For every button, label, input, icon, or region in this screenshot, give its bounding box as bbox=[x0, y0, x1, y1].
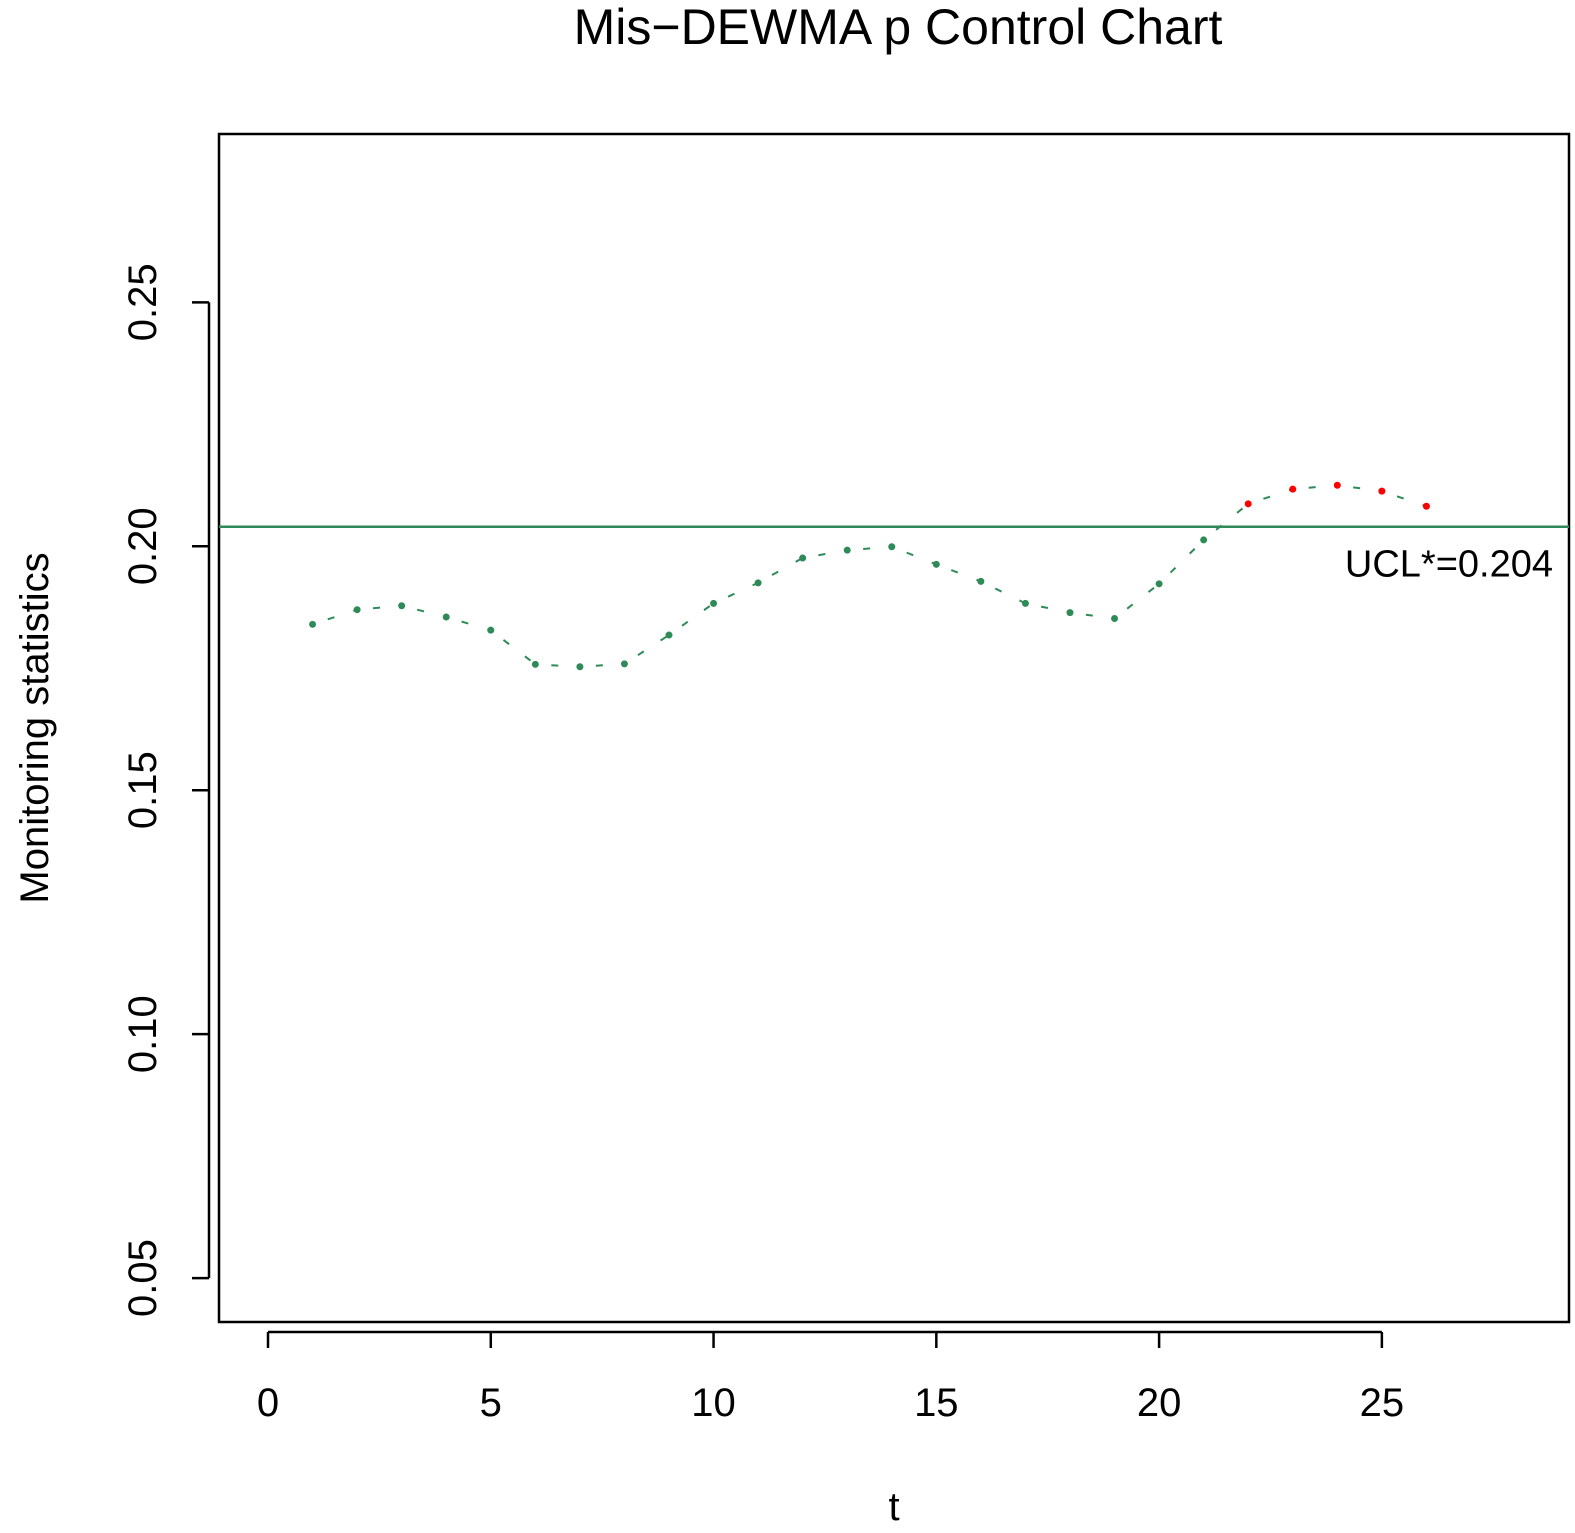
series-segment bbox=[623, 634, 670, 665]
series-segment bbox=[1247, 488, 1294, 505]
data-point bbox=[620, 660, 628, 668]
data-point bbox=[1111, 614, 1119, 622]
data-point bbox=[977, 577, 985, 585]
series-segment bbox=[535, 663, 580, 668]
series-segment bbox=[312, 608, 358, 626]
data-point bbox=[888, 543, 896, 551]
data-point bbox=[353, 606, 361, 614]
out-of-control-point bbox=[1378, 487, 1386, 495]
x-tick-label: 15 bbox=[914, 1381, 959, 1425]
series-segment bbox=[891, 545, 937, 566]
series-segment bbox=[802, 549, 848, 559]
series-segment bbox=[1025, 602, 1071, 614]
y-tick-label: 0.25 bbox=[121, 263, 165, 341]
series-line bbox=[312, 484, 1427, 668]
series-segment bbox=[1337, 484, 1383, 493]
out-of-control-point bbox=[1333, 481, 1341, 489]
data-point bbox=[576, 663, 584, 671]
data-point bbox=[531, 660, 539, 668]
series-segment bbox=[847, 545, 892, 552]
x-axis: 0 5 10 15 20 25 bbox=[257, 1330, 1405, 1425]
series-segment bbox=[1203, 503, 1249, 541]
series-segment bbox=[1381, 490, 1427, 508]
out-of-control-point bbox=[1289, 485, 1297, 493]
out-of-control-point bbox=[1244, 500, 1252, 508]
y-tick-label: 0.20 bbox=[121, 507, 165, 585]
data-point bbox=[710, 599, 718, 607]
data-point bbox=[1021, 599, 1029, 607]
series-segment bbox=[490, 629, 536, 666]
y-tick-label: 0.05 bbox=[121, 1239, 165, 1317]
x-axis-label: t bbox=[888, 1485, 899, 1529]
y-tick-label: 0.10 bbox=[121, 995, 165, 1073]
series-segment bbox=[357, 604, 402, 611]
series-segment bbox=[1158, 539, 1205, 585]
data-point bbox=[932, 560, 940, 568]
data-point bbox=[487, 626, 495, 634]
data-point bbox=[1066, 609, 1074, 617]
x-tick-label: 0 bbox=[257, 1381, 279, 1425]
series-points bbox=[309, 481, 1430, 671]
data-point bbox=[442, 613, 450, 621]
data-point bbox=[1200, 536, 1208, 544]
series-segment bbox=[1069, 611, 1115, 620]
series-segment bbox=[757, 557, 804, 584]
series-segment bbox=[713, 581, 759, 605]
x-tick-label: 10 bbox=[691, 1381, 736, 1425]
series-segment bbox=[1292, 484, 1338, 491]
reference-lines: UCL*=0.204 bbox=[219, 525, 1569, 586]
data-point bbox=[309, 620, 317, 628]
y-axis-label: Monitoring statistics bbox=[13, 552, 57, 903]
series-segment bbox=[579, 662, 625, 668]
series-segment bbox=[445, 616, 492, 632]
out-of-control-point bbox=[1422, 502, 1430, 510]
data-point bbox=[665, 631, 673, 639]
x-tick-label: 5 bbox=[480, 1381, 502, 1425]
x-tick-label: 20 bbox=[1137, 1381, 1182, 1425]
y-tick-label: 0.15 bbox=[121, 751, 165, 829]
series-segment bbox=[1113, 583, 1160, 620]
plot-frame bbox=[217, 132, 1571, 1324]
chart-title: Mis−DEWMA p Control Chart bbox=[574, 0, 1223, 55]
data-point bbox=[843, 546, 851, 554]
series-segment bbox=[935, 563, 982, 583]
y-axis: 0.05 0.10 0.15 0.20 0.25 bbox=[121, 263, 211, 1317]
data-point bbox=[754, 579, 762, 587]
series-segment bbox=[980, 580, 1026, 605]
data-point bbox=[1155, 580, 1163, 588]
x-tick-label: 25 bbox=[1360, 1381, 1405, 1425]
data-point bbox=[799, 554, 807, 562]
series-segment bbox=[401, 604, 447, 618]
data-point bbox=[398, 602, 406, 610]
series-segment bbox=[668, 602, 715, 636]
ucl-label: UCL*=0.204 bbox=[1345, 544, 1553, 586]
